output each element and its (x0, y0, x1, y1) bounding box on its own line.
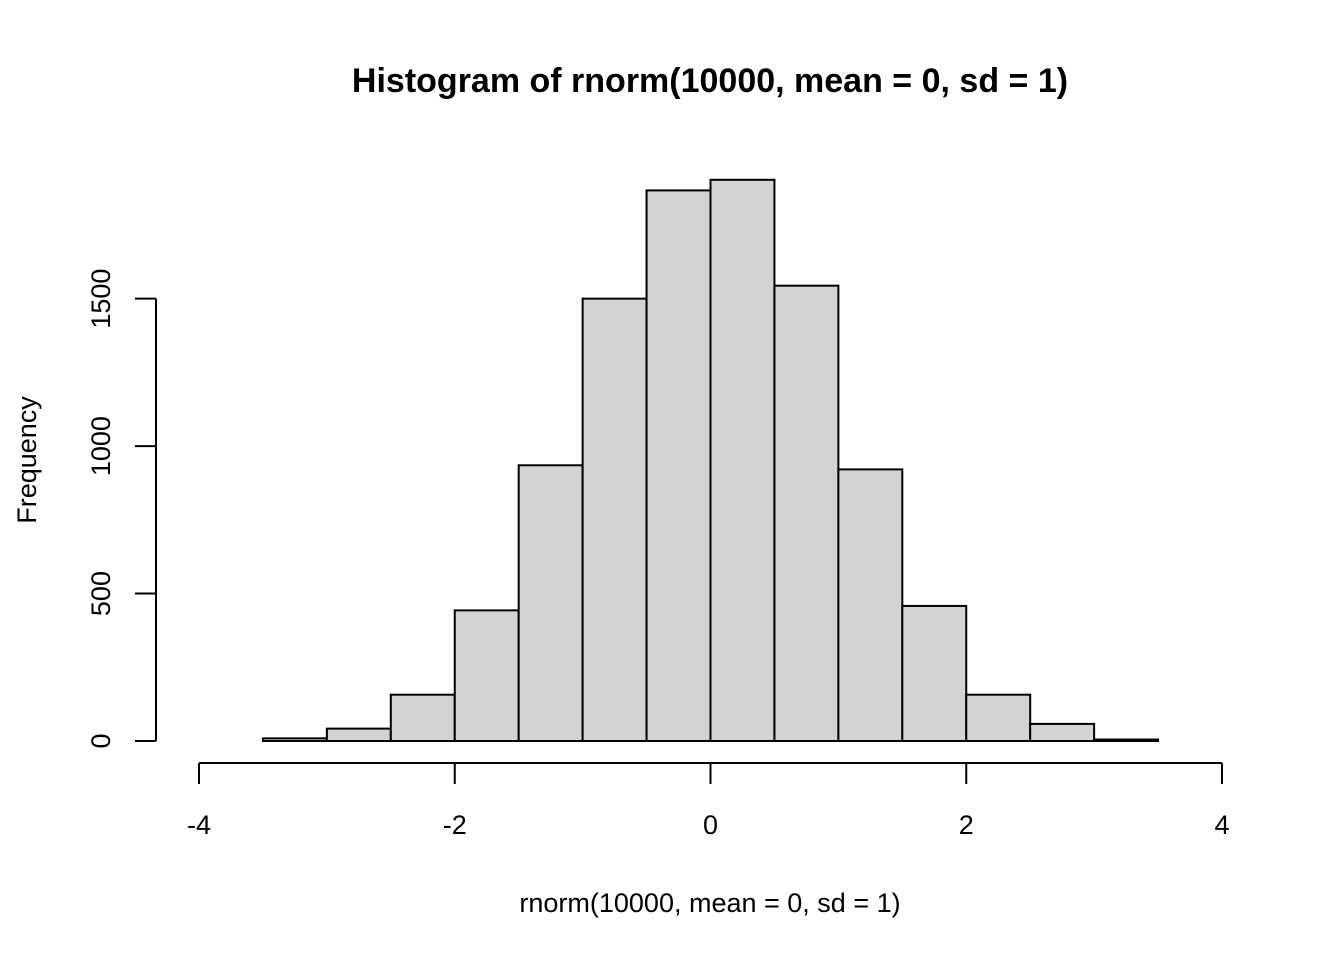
x-tick-label: 2 (959, 810, 974, 840)
y-tick-label: 1500 (86, 269, 116, 329)
x-axis-label: rnorm(10000, mean = 0, sd = 1) (519, 888, 900, 918)
histogram-bar (645, 189, 712, 743)
y-axis: 0 500 1000 1500 (86, 269, 157, 749)
histogram-bar (1029, 722, 1096, 743)
histogram-bar (837, 468, 904, 742)
y-tick-label: 1000 (86, 416, 116, 476)
x-tick-label: -4 (187, 810, 211, 840)
histogram-bars (261, 178, 1160, 743)
x-tick-label: -2 (443, 810, 467, 840)
chart-title: Histogram of rnorm(10000, mean = 0, sd =… (352, 62, 1068, 100)
histogram-bar (709, 178, 776, 742)
histogram-bar (325, 727, 392, 742)
histogram-bar (1093, 738, 1160, 743)
x-axis: -4 -2 0 2 4 (187, 762, 1230, 840)
histogram-bar (453, 609, 520, 743)
histogram-bar (773, 284, 840, 742)
x-tick-label: 4 (1214, 810, 1229, 840)
histogram-bar (965, 693, 1032, 742)
histogram-bar (389, 693, 456, 742)
histogram-bar (581, 297, 648, 742)
y-tick-label: 500 (86, 571, 116, 616)
histogram-bar (901, 604, 968, 742)
x-tick-label: 0 (703, 810, 718, 840)
histogram-bar (517, 464, 584, 742)
histogram-bar (261, 737, 328, 742)
y-axis-label: Frequency (12, 396, 42, 524)
y-tick-label: 0 (86, 733, 116, 748)
